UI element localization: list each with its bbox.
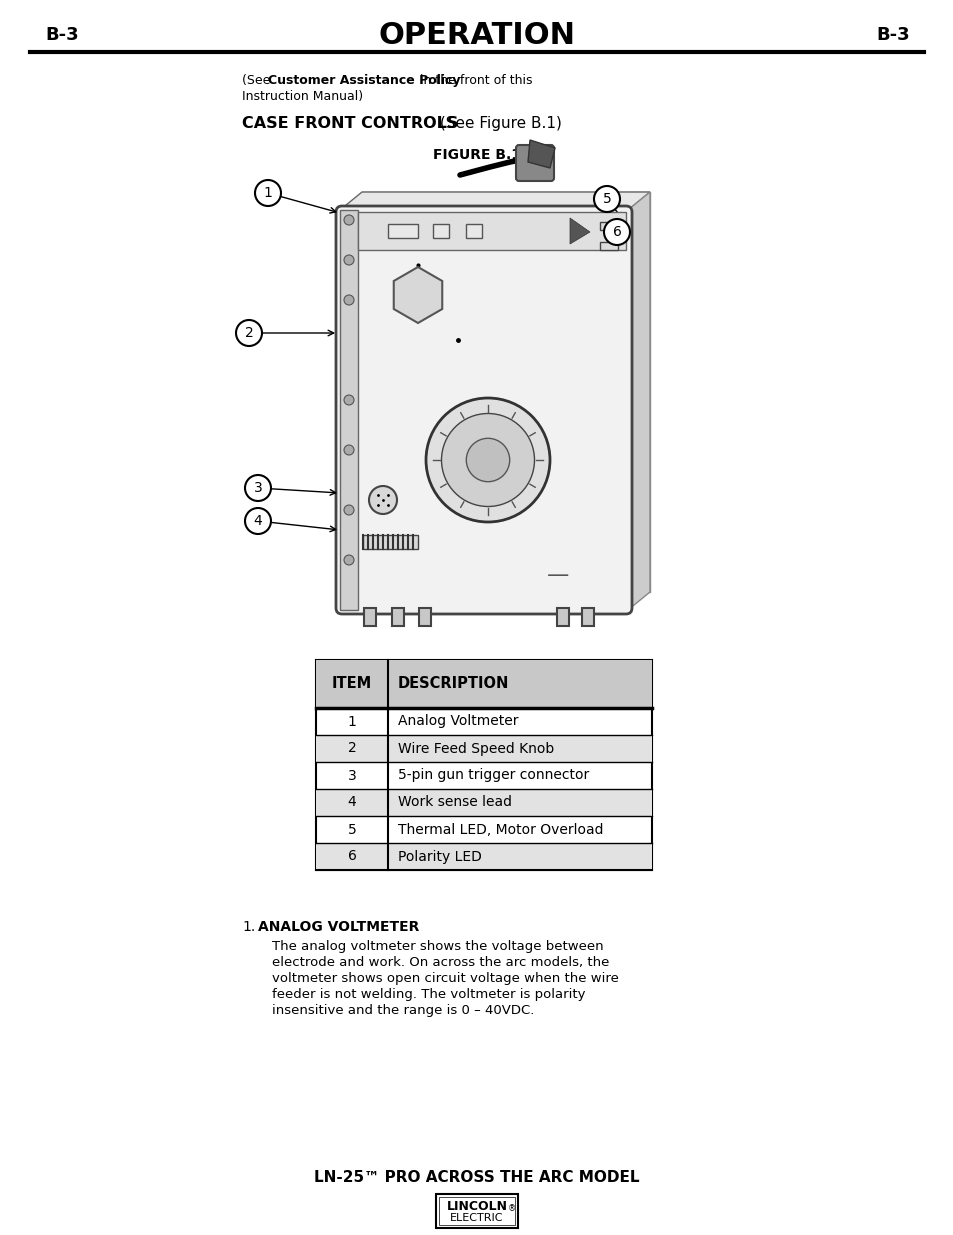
Text: FIGURE B.1: FIGURE B.1 bbox=[433, 148, 520, 162]
Text: 1: 1 bbox=[263, 186, 273, 200]
Text: LINCOLN: LINCOLN bbox=[446, 1200, 507, 1214]
Bar bbox=[364, 608, 375, 626]
Text: —: — bbox=[546, 564, 569, 585]
Text: Work sense lead: Work sense lead bbox=[397, 795, 512, 809]
Text: in the front of this: in the front of this bbox=[416, 74, 532, 86]
Circle shape bbox=[344, 295, 354, 305]
Bar bbox=[388, 224, 417, 238]
Polygon shape bbox=[394, 267, 442, 324]
Text: The analog voltmeter shows the voltage between: The analog voltmeter shows the voltage b… bbox=[272, 940, 603, 953]
Polygon shape bbox=[527, 140, 555, 168]
Text: Customer Assistance Policy: Customer Assistance Policy bbox=[268, 74, 460, 86]
Text: Analog Voltmeter: Analog Voltmeter bbox=[397, 715, 518, 729]
Polygon shape bbox=[339, 191, 649, 210]
Text: ®: ® bbox=[507, 1204, 516, 1214]
Circle shape bbox=[245, 508, 271, 534]
Text: 4: 4 bbox=[347, 795, 356, 809]
Polygon shape bbox=[569, 219, 589, 245]
Text: Thermal LED, Motor Overload: Thermal LED, Motor Overload bbox=[397, 823, 603, 836]
Text: 5-pin gun trigger connector: 5-pin gun trigger connector bbox=[397, 768, 589, 783]
Bar bbox=[418, 608, 431, 626]
Text: electrode and work. On across the arc models, the: electrode and work. On across the arc mo… bbox=[272, 956, 609, 969]
Bar bbox=[433, 224, 449, 238]
Text: insensitive and the range is 0 – 40VDC.: insensitive and the range is 0 – 40VDC. bbox=[272, 1004, 534, 1016]
Bar bbox=[357, 212, 625, 249]
Circle shape bbox=[369, 487, 396, 514]
Bar bbox=[315, 659, 651, 869]
Text: 6: 6 bbox=[347, 850, 356, 863]
Circle shape bbox=[245, 475, 271, 501]
Text: OPERATION: OPERATION bbox=[378, 21, 575, 49]
Text: B-3: B-3 bbox=[876, 26, 909, 44]
FancyBboxPatch shape bbox=[335, 206, 631, 614]
Circle shape bbox=[344, 215, 354, 225]
Text: ITEM: ITEM bbox=[332, 677, 372, 692]
FancyBboxPatch shape bbox=[339, 210, 627, 610]
Text: 3: 3 bbox=[347, 768, 356, 783]
Bar bbox=[315, 789, 651, 816]
Bar bbox=[436, 1194, 517, 1228]
Text: 2: 2 bbox=[347, 741, 356, 756]
Text: ELECTRIC: ELECTRIC bbox=[450, 1214, 503, 1224]
Text: 5: 5 bbox=[602, 191, 611, 206]
Bar bbox=[315, 735, 651, 762]
Bar bbox=[315, 659, 651, 708]
Circle shape bbox=[344, 555, 354, 564]
Text: (See Figure B.1): (See Figure B.1) bbox=[435, 116, 561, 131]
Circle shape bbox=[344, 395, 354, 405]
Circle shape bbox=[254, 180, 281, 206]
Circle shape bbox=[426, 398, 550, 522]
Text: Wire Feed Speed Knob: Wire Feed Speed Knob bbox=[397, 741, 554, 756]
Text: 4: 4 bbox=[253, 514, 262, 529]
Polygon shape bbox=[627, 191, 649, 610]
Text: ANALOG VOLTMETER: ANALOG VOLTMETER bbox=[257, 920, 419, 934]
Bar bbox=[438, 1197, 515, 1225]
Bar bbox=[581, 608, 594, 626]
Circle shape bbox=[235, 320, 262, 346]
Text: 5: 5 bbox=[347, 823, 356, 836]
Text: 6: 6 bbox=[612, 225, 620, 240]
Circle shape bbox=[466, 438, 509, 482]
Polygon shape bbox=[361, 191, 649, 592]
Circle shape bbox=[603, 219, 629, 245]
FancyBboxPatch shape bbox=[516, 144, 554, 182]
Circle shape bbox=[344, 254, 354, 266]
Bar bbox=[465, 224, 481, 238]
Bar bbox=[315, 844, 651, 869]
Text: Instruction Manual): Instruction Manual) bbox=[242, 90, 363, 103]
Bar bbox=[339, 210, 357, 610]
Bar bbox=[392, 608, 403, 626]
Text: DESCRIPTION: DESCRIPTION bbox=[397, 677, 509, 692]
Text: LN-25™ PRO ACROSS THE ARC MODEL: LN-25™ PRO ACROSS THE ARC MODEL bbox=[314, 1170, 639, 1186]
Text: feeder is not welding. The voltmeter is polarity: feeder is not welding. The voltmeter is … bbox=[272, 988, 585, 1002]
Text: B-3: B-3 bbox=[45, 26, 78, 44]
Circle shape bbox=[344, 445, 354, 454]
Text: voltmeter shows open circuit voltage when the wire: voltmeter shows open circuit voltage whe… bbox=[272, 972, 618, 986]
Circle shape bbox=[344, 505, 354, 515]
Bar bbox=[599, 222, 618, 230]
Bar bbox=[363, 535, 417, 550]
Text: 2: 2 bbox=[244, 326, 253, 340]
Text: 3: 3 bbox=[253, 480, 262, 495]
Circle shape bbox=[441, 414, 534, 506]
Text: (See: (See bbox=[242, 74, 274, 86]
Circle shape bbox=[594, 186, 619, 212]
Text: Polarity LED: Polarity LED bbox=[397, 850, 481, 863]
Text: CASE FRONT CONTROLS: CASE FRONT CONTROLS bbox=[242, 116, 457, 131]
Bar bbox=[557, 608, 568, 626]
Text: 1.: 1. bbox=[242, 920, 255, 934]
Bar bbox=[599, 242, 618, 249]
Text: 1: 1 bbox=[347, 715, 356, 729]
